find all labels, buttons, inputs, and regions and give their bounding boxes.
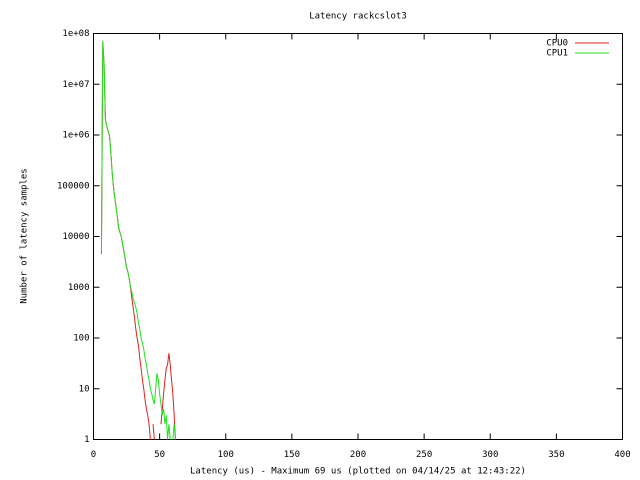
y-tick-label: 1000 [68, 283, 90, 293]
y-tick-label: 100000 [57, 181, 90, 191]
x-tick-label: 200 [350, 450, 366, 460]
x-tick-label: 300 [482, 450, 498, 460]
legend-label: CPU1 [546, 49, 568, 59]
y-tick-label: 1e+06 [62, 131, 89, 141]
x-axis-label: Latency (us) - Maximum 69 us (plotted on… [190, 467, 526, 477]
series-line [100, 41, 171, 440]
x-tick-label: 350 [548, 450, 564, 460]
x-tick-label: 50 [154, 450, 165, 460]
x-tick-label: 250 [416, 450, 432, 460]
series-line [152, 424, 155, 440]
y-tick-label: 1e+08 [62, 29, 89, 39]
series-line [172, 424, 176, 440]
y-tick-label: 10 [79, 384, 90, 394]
y-tick-label: 100 [73, 334, 89, 344]
chart-title: Latency rackcslot3 [309, 12, 407, 22]
y-tick-label: 1 [84, 435, 89, 445]
legend-label: CPU0 [546, 39, 568, 49]
x-tick-label: 150 [284, 450, 300, 460]
x-tick-label: 100 [218, 450, 234, 460]
x-tick-label: 0 [91, 450, 96, 460]
y-axis-label: Number of latency samples [20, 168, 30, 303]
y-tick-label: 1e+07 [62, 80, 89, 90]
y-tick-label: 10000 [62, 232, 89, 242]
x-tick-label: 400 [614, 450, 630, 460]
series-line [160, 353, 176, 440]
